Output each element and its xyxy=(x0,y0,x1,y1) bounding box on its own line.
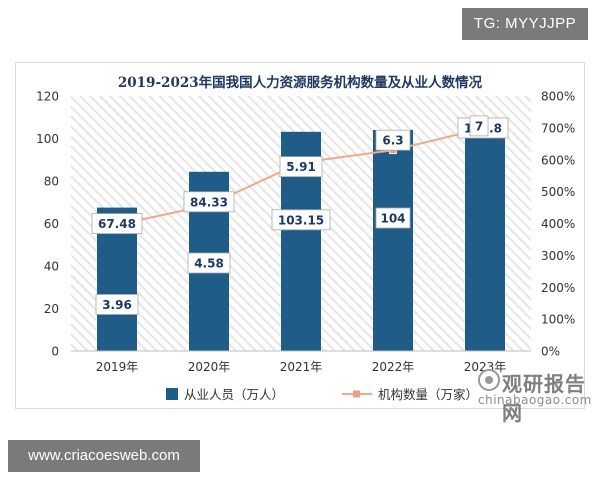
x-tick-label-0: 2019年 xyxy=(96,360,139,374)
bar-label-0: 67.48 xyxy=(98,217,136,231)
chart-title: 2019-2023年国我国人力资源服务机构数量及从业人数情况 xyxy=(118,74,483,91)
y2-tick-label-3: 300% xyxy=(541,249,575,263)
line-label-3-box xyxy=(375,129,411,151)
line-label-1-box xyxy=(187,252,231,274)
y2-tick-label-7: 700% xyxy=(541,121,575,135)
x-tick-label-4: 2023年 xyxy=(464,360,507,374)
bar-4 xyxy=(465,126,505,351)
y2-tick-label-6: 600% xyxy=(541,153,575,167)
y2-tick-label-0: 0% xyxy=(541,345,560,359)
website-badge: www.criacoesweb.com xyxy=(8,440,200,472)
bar-label-2-box xyxy=(271,209,331,231)
bar-label-1: 84.33 xyxy=(190,195,228,209)
bar-3 xyxy=(373,130,413,351)
x-tick-label-1: 2020年 xyxy=(188,360,231,374)
y-tick-label-2: 40 xyxy=(44,260,59,274)
line-label-0-box xyxy=(95,294,139,315)
y-tick-label-5: 100 xyxy=(36,132,59,146)
y-tick-label-3: 60 xyxy=(44,217,59,231)
bar-label-3: 104 xyxy=(380,212,405,226)
x-tick-label-3: 2022年 xyxy=(372,360,415,374)
line-label-4-box xyxy=(469,115,489,137)
bar-label-2: 103.15 xyxy=(278,213,324,227)
line-label-2: 5.91 xyxy=(286,160,316,174)
y-tick-label-4: 80 xyxy=(44,175,59,189)
bar-label-3-box xyxy=(375,207,411,229)
y2-tick-label-4: 400% xyxy=(541,217,575,231)
y-tick-label-6: 120 xyxy=(36,90,59,104)
watermark-logo-icon xyxy=(478,369,500,391)
y2-tick-label-8: 800% xyxy=(541,90,575,104)
watermark-url: chinabaogao.com xyxy=(478,393,592,407)
watermark-name: 观研报告网 xyxy=(502,372,586,425)
legend-swatch-marker xyxy=(353,390,360,398)
y-axis-right: 0% 100% 200% 300% 400% 500% 600% 700% 800% xyxy=(541,90,575,359)
y2-tick-label-1: 100% xyxy=(541,313,575,327)
legend-label-line: 机构数量（万家） xyxy=(378,387,478,402)
line-label-2-box xyxy=(279,156,323,178)
y2-tick-label-5: 500% xyxy=(541,185,575,199)
chart-svg: 2019-2023年国我国人力资源服务机构数量及从业人数情况 67.48 84.3… xyxy=(36,74,575,402)
line-label-4: 7 xyxy=(475,119,483,133)
bar-label-0-box xyxy=(91,213,143,235)
line-label-0: 3.96 xyxy=(102,298,132,312)
chart-frame: 2019-2023年国我国人力资源服务机构数量及从业人数情况 67.48 84.3… xyxy=(15,62,585,409)
legend: 从业人员（万人） 机构数量（万家） xyxy=(166,387,478,402)
tg-badge: TG: MYYJJPP xyxy=(462,8,588,40)
x-axis: 2019年 2020年 2021年 2022年 2023年 xyxy=(71,350,531,374)
y-tick-label-0: 0 xyxy=(51,345,59,359)
line-label-1: 4.58 xyxy=(194,257,224,271)
x-tick-label-2: 2021年 xyxy=(280,360,323,374)
y-tick-label-1: 20 xyxy=(44,302,59,316)
y2-tick-label-2: 200% xyxy=(541,281,575,295)
y-axis-left: 0 20 40 60 80 100 120 xyxy=(36,90,59,359)
legend-swatch-bar xyxy=(166,388,178,400)
line-label-3: 6.3 xyxy=(382,134,403,148)
legend-label-bar: 从业人员（万人） xyxy=(184,387,284,402)
bar-label-1-box xyxy=(183,191,235,213)
